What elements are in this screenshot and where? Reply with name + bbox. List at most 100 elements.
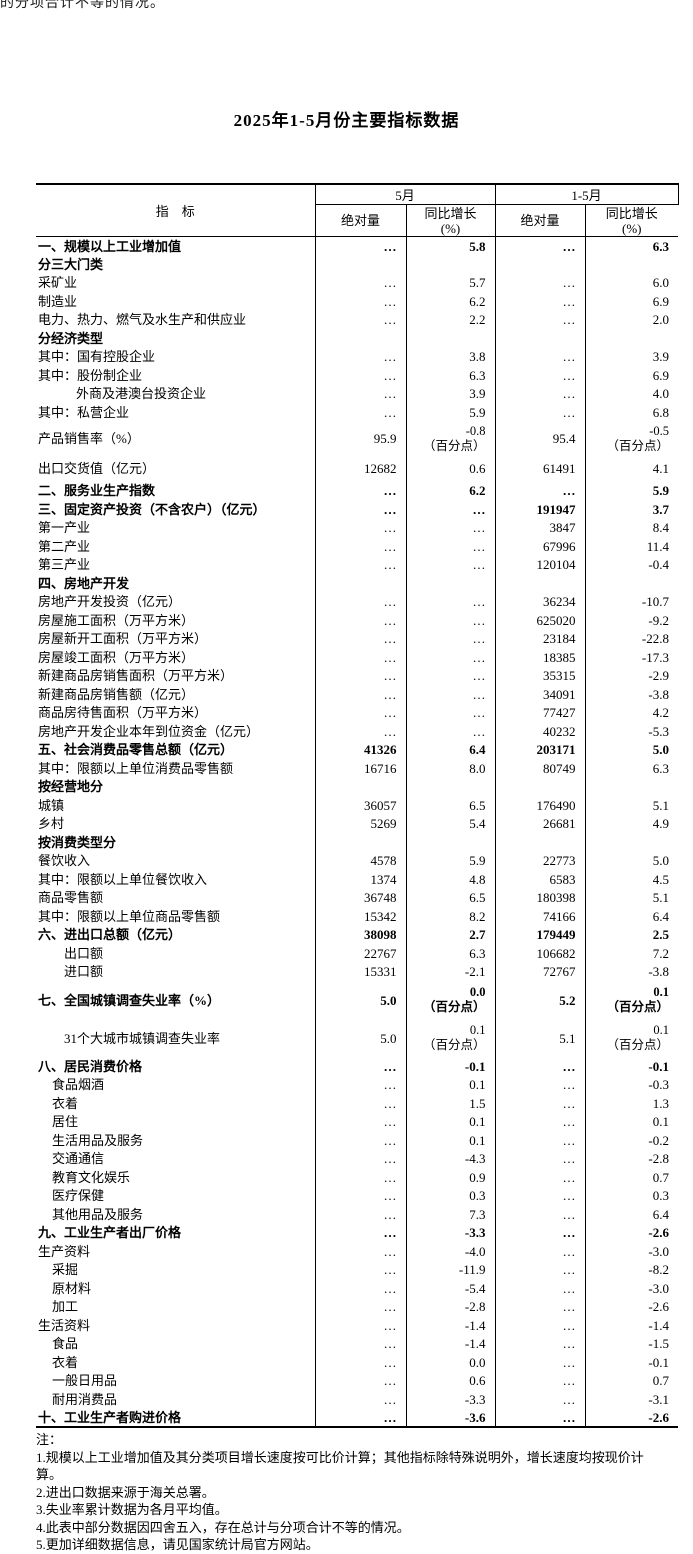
table-row: 四、房地产开发 xyxy=(36,574,679,593)
table-row: 三、固定资产投资（不含农户）（亿元）…… 191947 3.7 xyxy=(36,500,679,519)
cell-cum-absolute: 3847 xyxy=(494,518,586,537)
cell-cum-yoy: -1.5 xyxy=(584,1334,679,1353)
table-row: 房屋施工面积（万平方米）…… 625020 -9.2 xyxy=(36,611,679,630)
cell-may-absolute xyxy=(314,329,406,348)
cell-cum-absolute: … xyxy=(494,1149,586,1168)
cell-may-absolute: 12682 xyxy=(314,455,406,482)
indicator-label: 耐用消费品 xyxy=(52,1391,118,1407)
cell-cum-absolute: 34091 xyxy=(494,685,586,704)
table-row: 商品房待售面积（万平方米）…… 77427 4.2 xyxy=(36,703,679,722)
cell-cum-yoy: -9.2 xyxy=(584,611,679,630)
indicator-label: 生活用品及服务 xyxy=(52,1132,144,1148)
cell-may-yoy: 6.2 xyxy=(405,292,496,311)
cell-may-absolute: … xyxy=(314,292,406,311)
table-row: 进口额 15331 -2.1 72767 -3.8 xyxy=(36,962,679,981)
cell-may-yoy: -3.3 xyxy=(405,1223,496,1242)
cell-cum-absolute: … xyxy=(494,1297,586,1316)
cell-cum-yoy: 6.8 xyxy=(584,403,679,422)
table-row: 房地产开发企业本年到位资金（亿元）…… 40232 -5.3 xyxy=(36,722,679,741)
cell-cum-yoy: -3.8 xyxy=(584,685,679,704)
indicator-label: 采矿业 xyxy=(38,275,78,291)
cell-cum-absolute: 72767 xyxy=(494,962,586,981)
cell-cum-yoy: 4.5 xyxy=(584,870,679,889)
cell-may-absolute xyxy=(314,777,406,796)
table-row: 产品销售率（%） 95.9 -0.8 （百分点） 95.4 -0.5 （百分点） xyxy=(36,421,679,456)
cell-may-yoy: -11.9 xyxy=(405,1260,496,1279)
cell-cum-absolute: … xyxy=(494,273,586,292)
cell-may-yoy: 8.0 xyxy=(405,759,496,778)
cell-cum-absolute: 5.2 xyxy=(494,981,586,1019)
indicator-label: 第二产业 xyxy=(38,538,91,554)
indicator-label: 生活资料 xyxy=(38,1317,91,1333)
table-row: 商品零售额 36748 6.5 180398 5.1 xyxy=(36,888,679,907)
cell-may-absolute: … xyxy=(314,722,406,741)
cell-cum-absolute: 191947 xyxy=(494,500,586,519)
table-row: 出口交货值（亿元） 12682 0.6 61491 4.1 xyxy=(36,455,679,482)
cell-may-absolute: … xyxy=(314,1390,406,1409)
cell-cum-yoy: 5.1 xyxy=(584,796,679,815)
header-cum-absolute: 绝对量 xyxy=(494,204,586,237)
cell-cum-yoy: 7.2 xyxy=(584,944,679,963)
header-may: 5月 xyxy=(314,184,496,205)
indicator-label: 餐饮收入 xyxy=(38,853,91,869)
cell-cum-absolute: … xyxy=(494,1334,586,1353)
table-row: 生活资料… -1.4… -1.4 xyxy=(36,1316,679,1335)
cell-cum-absolute: … xyxy=(494,1205,586,1224)
indicator-label: 产品销售率（%） xyxy=(38,431,140,446)
cell-may-absolute: … xyxy=(314,611,406,630)
cell-may-yoy: … xyxy=(405,500,496,519)
table-row: 其中：国有控股企业… 3.8… 3.9 xyxy=(36,347,679,366)
cell-may-yoy: 0.6 xyxy=(405,1371,496,1390)
cell-may-yoy: 5.7 xyxy=(405,273,496,292)
cell-may-yoy: 0.1 xyxy=(405,1112,496,1131)
cell-may-yoy: 0.3 xyxy=(405,1186,496,1205)
table-row: 出口额 22767 6.3 106682 7.2 xyxy=(36,944,679,963)
table-row: 分三大门类 xyxy=(36,255,679,274)
cell-cum-absolute: … xyxy=(494,236,586,255)
table-row: 房屋新开工面积（万平方米）…… 23184 -22.8 xyxy=(36,629,679,648)
note-item: 5.更加详细数据信息，请见国家统计局官方网站。 xyxy=(36,1537,319,1552)
indicator-label: 二、服务业生产指数 xyxy=(38,483,156,499)
cell-cum-absolute: … xyxy=(494,1353,586,1372)
cell-cum-absolute: … xyxy=(494,366,586,385)
cell-may-yoy: 5.9 xyxy=(405,403,496,422)
cell-cum-absolute: … xyxy=(494,1094,586,1113)
table-row: 房屋竣工面积（万平方米）…… 18385 -17.3 xyxy=(36,648,679,667)
table-row: 医疗保健… 0.3… 0.3 xyxy=(36,1186,679,1205)
table-row: 新建商品房销售面积（万平方米）…… 35315 -2.9 xyxy=(36,666,679,685)
table-row: 31个大城市城镇调查失业率 5.0 0.1 （百分点） 5.1 0.1 （百分点） xyxy=(36,1019,679,1057)
indicator-label: 交通通信 xyxy=(52,1151,105,1167)
indicator-label: 四、房地产开发 xyxy=(38,575,130,591)
cell-cum-absolute: 23184 xyxy=(494,629,586,648)
cell-cum-yoy: 4.1 xyxy=(584,455,679,482)
cell-cum-absolute: 5.1 xyxy=(494,1019,586,1057)
note-item: 4.此表中部分数据因四舍五入，存在总计与分项合计不等的情况。 xyxy=(36,1519,410,1535)
cell-cum-absolute: 6583 xyxy=(494,870,586,889)
cell-may-absolute xyxy=(314,255,406,274)
cell-may-absolute: … xyxy=(314,1112,406,1131)
cell-cum-yoy: -3.0 xyxy=(584,1242,679,1261)
cell-cum-yoy: 6.3 xyxy=(584,759,679,778)
notes: 注： 1.规模以上工业增加值及其分类项目增长速度按可比价计算；其他指标除特殊说明… xyxy=(36,1431,683,1554)
cell-may-yoy: -2.1 xyxy=(405,962,496,981)
cell-cum-yoy: -3.1 xyxy=(584,1390,679,1409)
header-cum-yoy: 同比增长 (%) xyxy=(584,204,679,237)
table-row: 房地产开发投资（亿元）…… 36234 -10.7 xyxy=(36,592,679,611)
cell-may-yoy: 0.6 xyxy=(405,455,496,482)
cell-cum-absolute: … xyxy=(494,1242,586,1261)
cell-may-absolute: … xyxy=(314,1186,406,1205)
cell-cum-yoy: -2.6 xyxy=(584,1408,679,1427)
cell-may-absolute: … xyxy=(314,555,406,574)
cell-may-yoy: 3.9 xyxy=(405,384,496,403)
cell-may-yoy xyxy=(405,255,496,274)
cell-may-yoy: 8.2 xyxy=(405,907,496,926)
cell-may-yoy: … xyxy=(405,722,496,741)
table-row: 七、全国城镇调查失业率（%） 5.0 0.0 （百分点） 5.2 0.1 （百分点） xyxy=(36,981,679,1019)
cell-may-absolute: … xyxy=(314,1205,406,1224)
cell-may-yoy: … xyxy=(405,611,496,630)
cell-may-absolute: … xyxy=(314,1297,406,1316)
cell-may-yoy: -4.3 xyxy=(405,1149,496,1168)
cell-cum-yoy: 11.4 xyxy=(584,537,679,556)
indicator-label: 原材料 xyxy=(52,1280,92,1296)
header-may-absolute: 绝对量 xyxy=(314,204,406,237)
